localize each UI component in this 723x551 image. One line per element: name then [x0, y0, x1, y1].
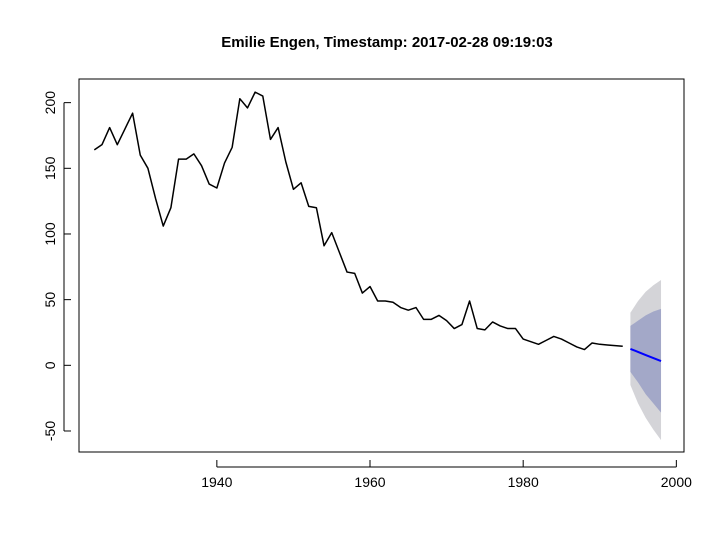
chart-title: Emilie Engen, Timestamp: 2017-02-28 09:1…: [221, 34, 553, 51]
prediction-intervals: [630, 279, 662, 441]
y-axis: -50 0 50 100 150 200: [42, 91, 71, 441]
y-tick-label: -50: [42, 421, 58, 441]
series-lines: [93, 91, 662, 363]
y-tick-label: 100: [42, 222, 58, 246]
interval-80-band: [630, 308, 662, 413]
plot-frame: [78, 78, 685, 453]
y-tick-label: 50: [42, 292, 58, 308]
forecast-line: [630, 347, 662, 363]
history-line: [93, 91, 623, 351]
y-tick-label: 200: [42, 91, 58, 115]
x-axis: 1940 1960 1980 2000: [201, 460, 692, 490]
x-tick-label: 2000: [661, 474, 692, 490]
x-tick-label: 1940: [201, 474, 232, 490]
x-tick-label: 1980: [508, 474, 539, 490]
x-tick-label: 1960: [354, 474, 385, 490]
y-tick-label: 0: [42, 361, 58, 369]
y-tick-label: 150: [42, 156, 58, 180]
